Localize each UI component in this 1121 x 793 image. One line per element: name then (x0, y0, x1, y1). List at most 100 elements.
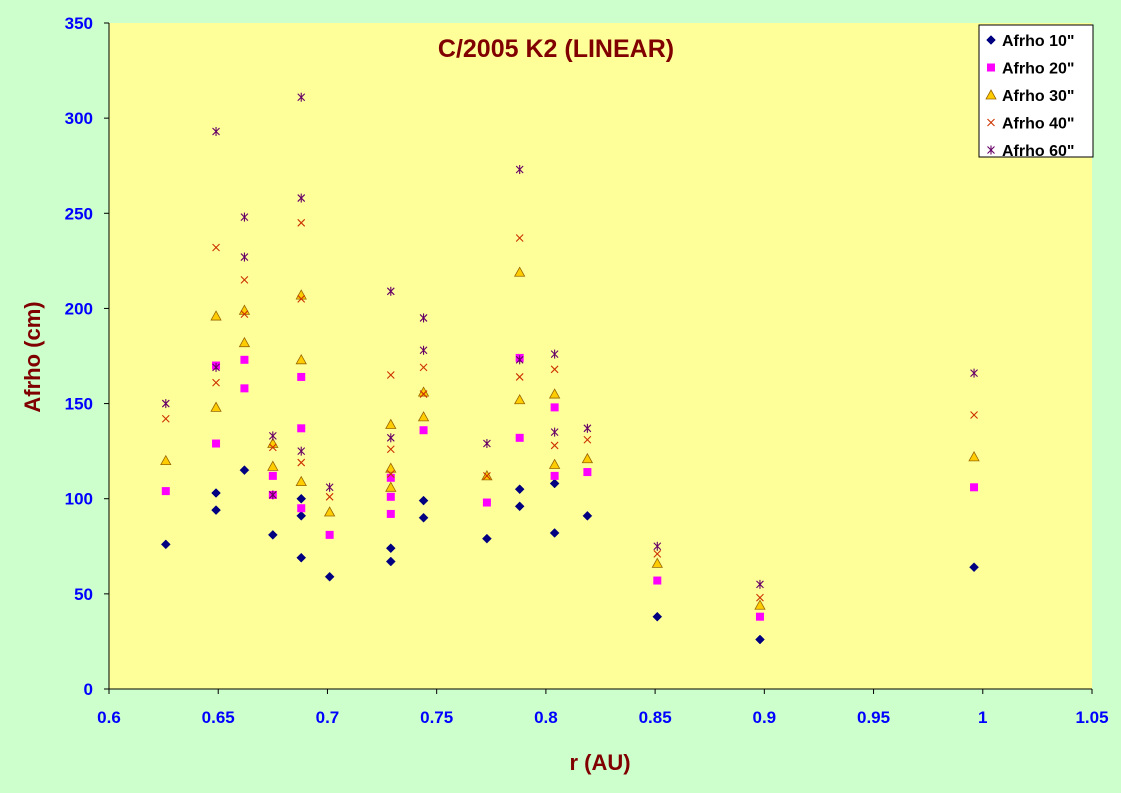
data-point (386, 445, 395, 454)
data-point (970, 483, 979, 492)
data-point (756, 579, 764, 589)
data-point (550, 349, 559, 359)
data-point (297, 295, 306, 303)
data-point (297, 424, 306, 433)
data-point (515, 373, 524, 381)
y-axis-title: Afrho (cm) (20, 301, 45, 412)
data-point (239, 465, 250, 476)
data-point (583, 468, 592, 477)
legend-marker (987, 145, 995, 155)
x-tick-label: 0.75 (420, 708, 453, 727)
data-point (550, 471, 559, 480)
data-point (653, 550, 662, 558)
data-point (210, 310, 222, 321)
data-point (482, 498, 491, 507)
legend-label: Afrho 30" (1002, 88, 1074, 105)
y-tick-label: 250 (65, 204, 93, 223)
data-point (385, 556, 396, 567)
data-point (212, 378, 220, 387)
data-point (969, 562, 979, 573)
data-point (386, 470, 395, 478)
data-point (211, 505, 221, 515)
data-point (419, 363, 428, 372)
data-point (419, 345, 428, 355)
data-point (483, 439, 491, 449)
series-5 (161, 92, 978, 589)
legend-marker (985, 89, 997, 100)
data-point (515, 355, 524, 365)
data-point (240, 384, 249, 393)
data-point (385, 543, 396, 554)
data-point (297, 458, 306, 467)
data-point (160, 454, 172, 466)
axes (108, 23, 1092, 690)
ticks: 0.6 0.65 0.7 0.75 0.8 0.85 0.9 0.95 1 1.05 0 50 100 1… (65, 14, 1109, 727)
data-point (325, 530, 334, 539)
data-point (514, 484, 525, 495)
data-point (583, 423, 592, 433)
data-point (212, 243, 220, 252)
data-point (513, 393, 526, 405)
data-point (386, 371, 395, 379)
data-point (161, 414, 170, 423)
series-3 (160, 266, 980, 610)
chart-title: C/2005 K2 (LINEAR) (438, 35, 674, 63)
data-point (385, 418, 397, 429)
data-point (653, 541, 662, 551)
data-point (297, 372, 306, 381)
y-tick-label: 200 (65, 299, 93, 318)
data-point (755, 634, 765, 645)
data-point (385, 481, 397, 492)
data-point (515, 433, 524, 442)
data-point (161, 487, 170, 496)
data-point (268, 490, 277, 500)
legend-box (978, 24, 1094, 158)
y-tick-label: 0 (84, 680, 93, 699)
x-tick-label: 0.6 (97, 708, 121, 727)
data-point (297, 92, 306, 102)
data-point (386, 492, 395, 501)
data-point (386, 286, 395, 296)
x-tick-label: 1.05 (1075, 708, 1108, 727)
data-point (240, 252, 249, 262)
data-point (212, 439, 221, 448)
series-1 (160, 465, 979, 645)
data-point (419, 390, 428, 398)
legend-marker (987, 63, 995, 72)
data-point (418, 512, 429, 523)
data-point (515, 234, 524, 242)
data-point (515, 165, 524, 175)
data-point (297, 446, 306, 456)
data-point (267, 530, 278, 540)
data-point (548, 458, 561, 469)
y-tick-label: 150 (65, 395, 93, 414)
data-point (210, 401, 222, 412)
x-tick-label: 0.9 (753, 708, 777, 727)
data-point (240, 212, 249, 222)
data-point (238, 336, 251, 348)
data-point (970, 411, 978, 419)
data-point (550, 427, 559, 437)
data-point (653, 576, 662, 585)
y-tick-label: 100 (65, 490, 93, 509)
data-point (161, 399, 170, 409)
data-point (268, 443, 277, 452)
data-point (325, 482, 334, 492)
data-point (385, 462, 397, 473)
data-point (652, 611, 663, 622)
data-point (296, 552, 307, 563)
data-point (581, 452, 594, 464)
data-point (240, 310, 249, 319)
x-tick-label: 0.65 (202, 708, 235, 727)
data-point (212, 362, 220, 372)
data-point (212, 126, 220, 136)
data-point (417, 411, 430, 422)
data-point (268, 431, 277, 441)
x-tick-label: 1 (978, 708, 987, 727)
legend-label: Afrho 20" (1002, 61, 1074, 78)
data-point (268, 471, 277, 480)
data-point (419, 426, 428, 435)
x-axis-title: r (AU) (569, 750, 630, 775)
legend-marker (987, 118, 995, 127)
